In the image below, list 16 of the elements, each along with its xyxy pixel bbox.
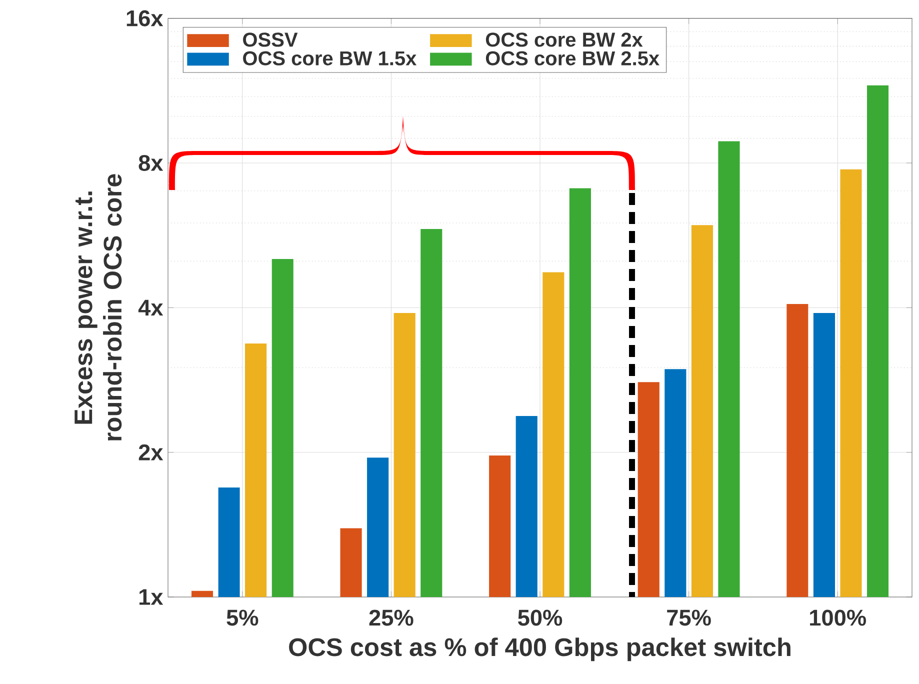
x-tick-label: 100% (810, 610, 866, 626)
y-tick-label: 4x (138, 300, 164, 316)
y-tick-label: 16x (126, 10, 164, 26)
y-tick-label: 1x (140, 589, 164, 605)
legend-label: OCS core BW 2.5x (486, 51, 660, 66)
x-tick-label: 5% (226, 610, 258, 626)
x-tick-label: 50% (518, 610, 562, 626)
x-tick-label: 25% (369, 610, 414, 626)
y-tick-label: 2x (138, 444, 164, 460)
x-axis-title: OCS cost as % of 400 Gbps packet switch (289, 638, 790, 662)
legend-label: OCS core BW 1.5x (243, 51, 417, 66)
legend-label: OCS core BW 2x (486, 32, 643, 47)
x-tick-label: 75% (667, 610, 711, 626)
legend-label: OSSV (243, 32, 298, 47)
y-axis-title: Excess power w.r.t. round-robin OCS core (74, 174, 122, 440)
y-tick-label: 8x (138, 154, 164, 172)
